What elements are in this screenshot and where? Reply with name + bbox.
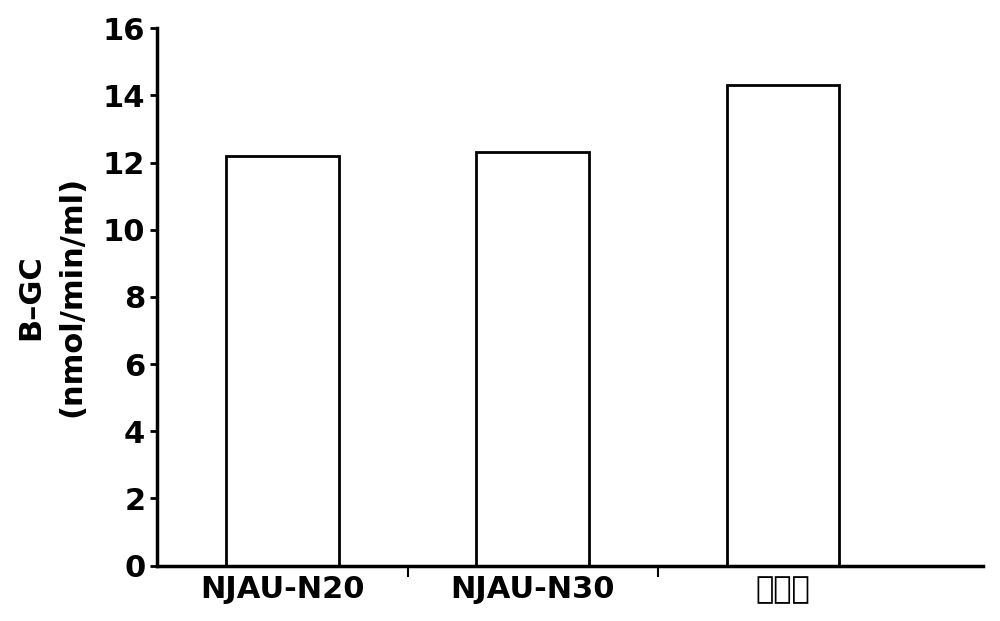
- Bar: [226, 156, 339, 566]
- Bar: [476, 152, 589, 566]
- Bar: [727, 85, 839, 566]
- Y-axis label: B–GC
(nmol/min/ml): B–GC (nmol/min/ml): [17, 176, 86, 417]
